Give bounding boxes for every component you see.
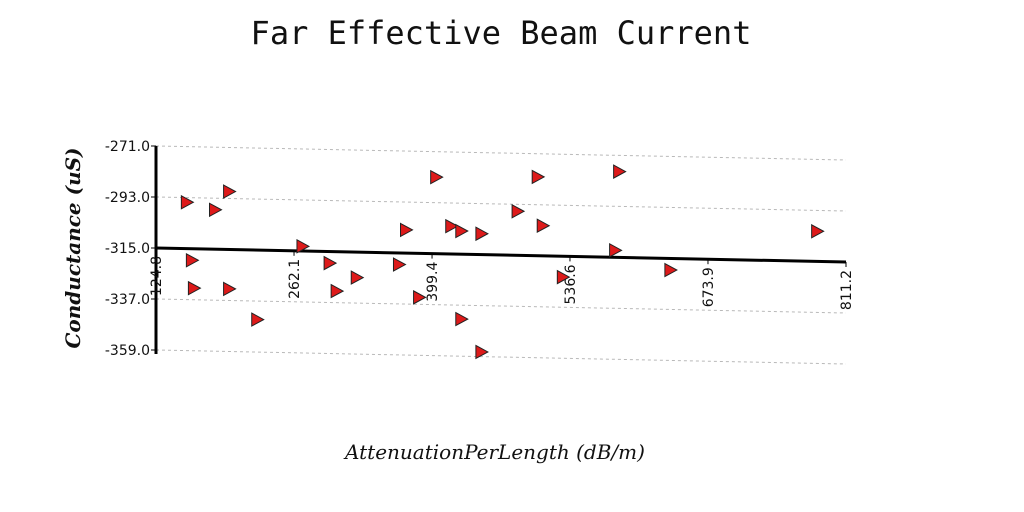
y-tick-label: -293.0 (105, 190, 150, 206)
data-point (330, 283, 345, 299)
data-point (400, 222, 414, 238)
chart-title: Far Effective Beam Current (251, 14, 752, 52)
data-point (185, 252, 200, 268)
grid-line (155, 349, 847, 365)
data-point (664, 262, 678, 278)
data-point (223, 184, 237, 199)
y-tick-label: -337.0 (105, 292, 150, 308)
data-point (180, 194, 195, 210)
grid-line (155, 196, 847, 212)
x-tick-label: 124.8 (149, 256, 165, 296)
grid-line (155, 145, 847, 161)
data-point (323, 255, 338, 271)
data-point (392, 257, 407, 272)
data-point (430, 169, 444, 185)
x-tick-label: 811.2 (839, 270, 855, 310)
data-point (475, 226, 489, 242)
data-point (609, 243, 623, 258)
data-point (223, 281, 237, 297)
x-tick-label: 673.9 (701, 267, 717, 307)
x-tick-label: 399.4 (425, 262, 441, 302)
y-axis-ticks: -271.0 -293.0 -315.0 -337.0 -359.0 (105, 139, 156, 359)
grid-line (155, 298, 847, 314)
data-point (251, 312, 265, 327)
y-tick-label: -315.0 (105, 241, 150, 257)
data-point (475, 344, 489, 360)
data-point (811, 223, 825, 239)
data-point (209, 202, 223, 218)
y-tick-label: -359.0 (105, 343, 150, 359)
x-axis-ticks: 124.8 262.1 399.4 536.6 673.9 811.2 (149, 248, 855, 310)
data-point (350, 270, 365, 285)
data-point (455, 223, 469, 239)
data-point (413, 290, 427, 305)
x-tick-label: 262.1 (287, 259, 303, 299)
data-point (445, 218, 459, 234)
data-point (613, 164, 627, 179)
data-point (187, 280, 202, 296)
data-point (296, 238, 311, 254)
data-point (455, 311, 469, 327)
x-tick-label: 536.6 (563, 264, 579, 304)
x-axis-line (155, 246, 847, 264)
data-point (511, 203, 526, 219)
y-axis-label: Conductance (uS) (61, 147, 85, 348)
x-axis-label: AttenuationPerLength (dB/m) (343, 440, 645, 464)
data-point (531, 169, 546, 185)
data-point (556, 269, 571, 285)
data-points (180, 164, 825, 360)
y-tick-label: -271.0 (105, 139, 150, 155)
data-point (536, 218, 551, 234)
